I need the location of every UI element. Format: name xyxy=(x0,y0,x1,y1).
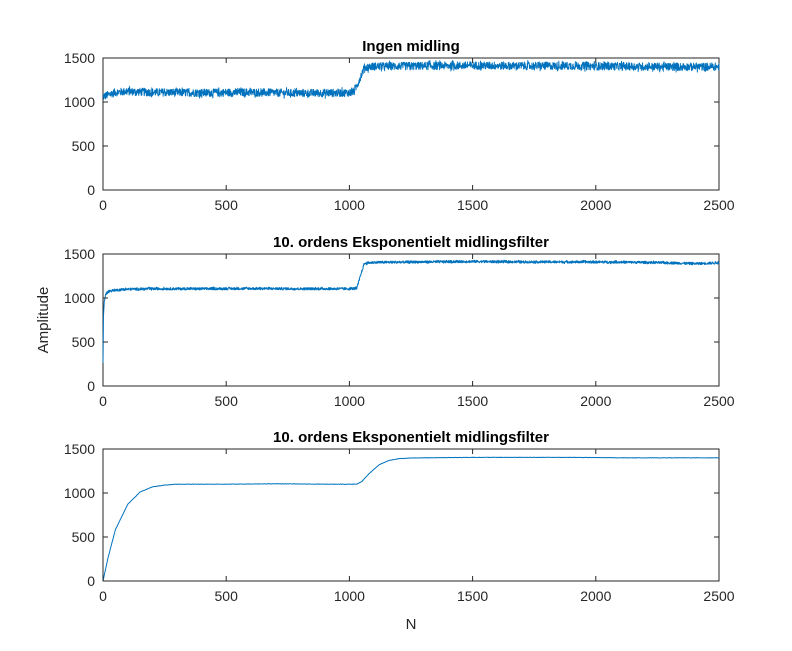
y-tick-label: 500 xyxy=(72,529,96,545)
x-tick-label: 1000 xyxy=(334,393,365,409)
plot-area xyxy=(102,253,720,387)
chart-title: 10. ordens Eksponentielt midlingsfilter xyxy=(273,429,549,446)
chart-panel-2: 10. ordens Eksponentielt midlingsfilter … xyxy=(35,234,735,409)
x-tick-label: 2500 xyxy=(703,588,734,604)
y-tick-label: 1500 xyxy=(64,50,95,66)
x-axis-label: N xyxy=(406,616,417,633)
x-tick-label: 0 xyxy=(99,588,107,604)
y-tick-label: 500 xyxy=(72,334,96,350)
x-tick-label: 0 xyxy=(99,393,107,409)
y-tick-label: 1500 xyxy=(64,441,95,457)
x-tick-label: 500 xyxy=(215,588,239,604)
y-axis-label: Amplitude xyxy=(35,287,52,354)
y-tick-label: 1000 xyxy=(64,485,95,501)
y-tick-label: 0 xyxy=(87,182,95,198)
chart-panel-3: 10. ordens Eksponentielt midlingsfilter … xyxy=(64,429,735,633)
x-tick-label: 2000 xyxy=(580,393,611,409)
x-tick-label: 1500 xyxy=(457,588,488,604)
plot-area xyxy=(102,57,720,191)
x-tick-label: 500 xyxy=(215,393,239,409)
y-tick-label: 500 xyxy=(72,138,96,154)
chart-title: Ingen midling xyxy=(362,38,460,55)
y-tick-label: 1000 xyxy=(64,290,95,306)
x-tick-label: 1500 xyxy=(457,197,488,213)
x-tick-label: 1500 xyxy=(457,393,488,409)
x-tick-label: 2500 xyxy=(703,197,734,213)
x-tick-label: 1000 xyxy=(334,588,365,604)
series-line xyxy=(102,456,720,582)
x-tick-label: 2500 xyxy=(703,393,734,409)
x-tick-label: 500 xyxy=(215,197,239,213)
series-line xyxy=(102,59,720,100)
series-line xyxy=(102,259,720,363)
y-tick-label: 1500 xyxy=(64,246,95,262)
x-tick-label: 2000 xyxy=(580,588,611,604)
plot-area xyxy=(102,448,720,582)
y-tick-label: 1000 xyxy=(64,94,95,110)
chart-title: 10. ordens Eksponentielt midlingsfilter xyxy=(273,234,549,251)
x-tick-label: 0 xyxy=(99,197,107,213)
chart-panel-1: Ingen midling 0 500 1000 1500 2000 2500 0 500 10… xyxy=(64,38,735,213)
y-tick-label: 0 xyxy=(87,378,95,394)
x-tick-label: 2000 xyxy=(580,197,611,213)
x-tick-label: 1000 xyxy=(334,197,365,213)
y-tick-label: 0 xyxy=(87,573,95,589)
